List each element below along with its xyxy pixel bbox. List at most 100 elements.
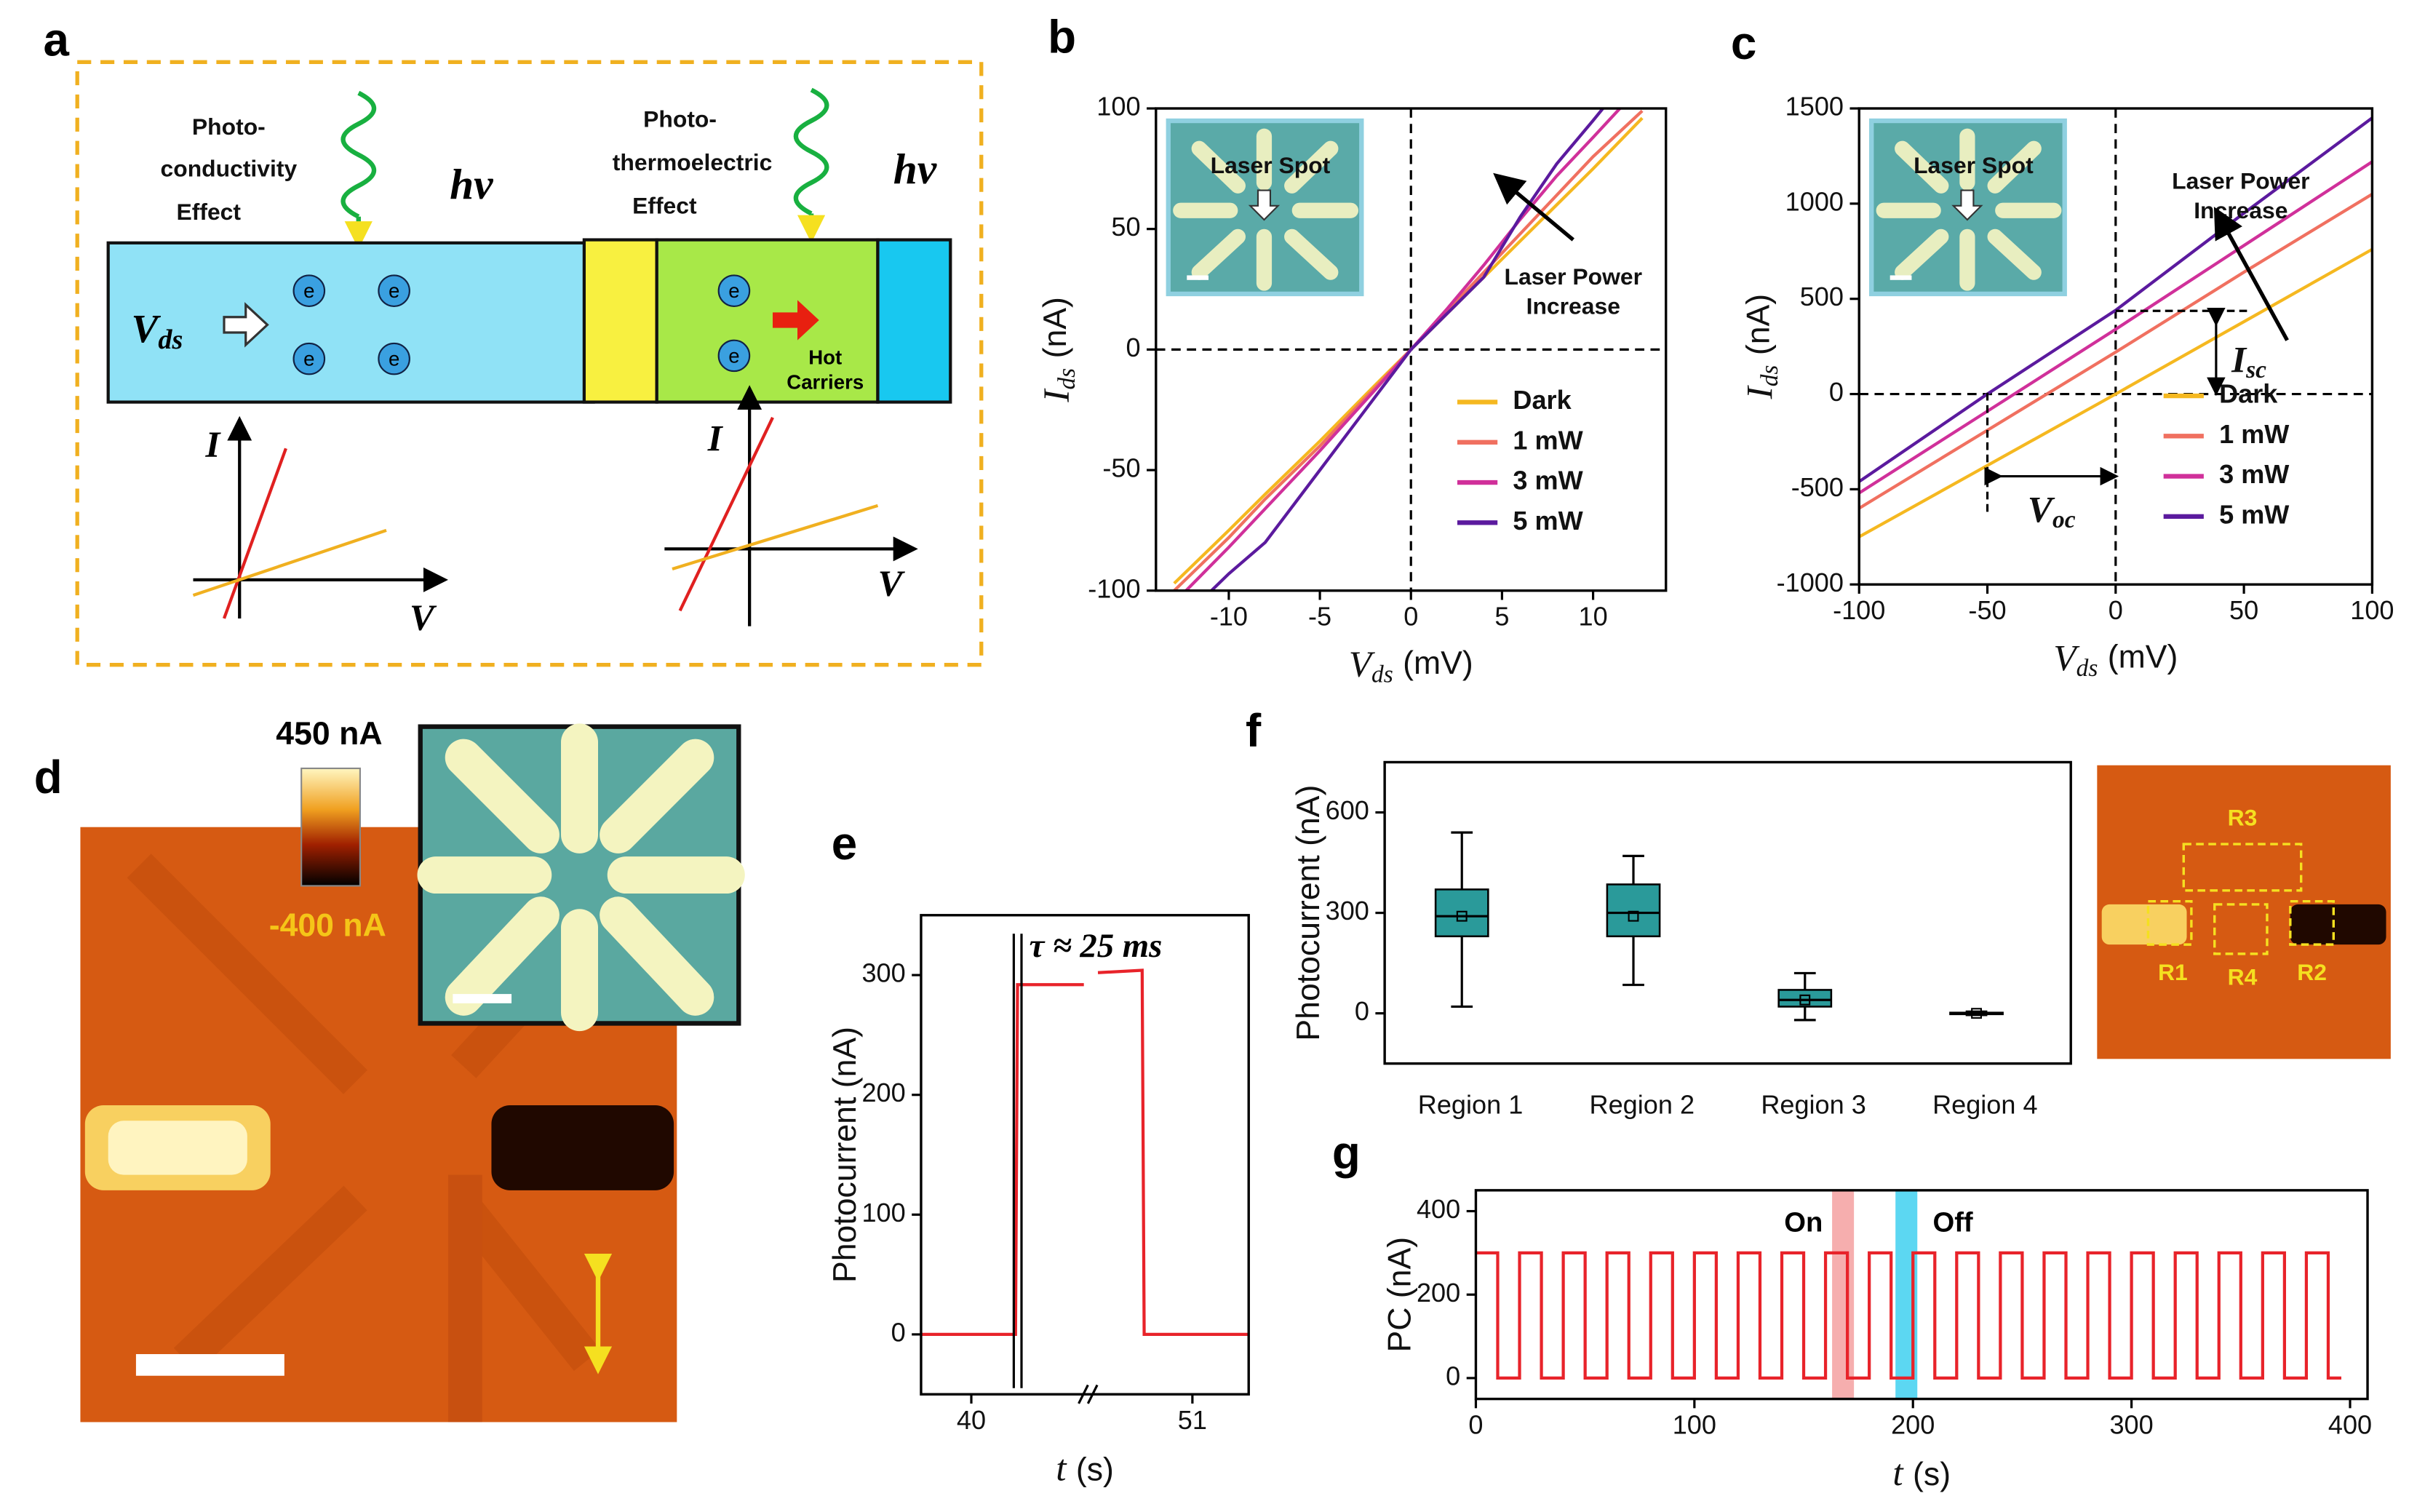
- y-tick-label: 300: [1326, 896, 1369, 926]
- hot-label: Hot: [808, 346, 842, 368]
- electron: [378, 342, 410, 375]
- chart: 0 100 200 300 40 51 τ ≈ 25 ms: [861, 914, 1250, 1435]
- y-tick-label: -1000: [1777, 568, 1844, 597]
- plot-frame: [920, 914, 1250, 1396]
- y-axis-label: Ids (nA): [1739, 294, 1783, 399]
- x-axis-label-unit: (mV): [1403, 645, 1473, 681]
- x-axis-label-unit: (s): [1076, 1452, 1114, 1487]
- x-axis-label: Vds (mV): [2053, 637, 2178, 682]
- y-axis-label-sub: ds: [1756, 365, 1783, 387]
- arrow-label: Increase: [2194, 197, 2287, 223]
- effect-title: conductivity: [161, 155, 298, 181]
- electrodes: [1173, 128, 1359, 291]
- electron-label: e: [389, 279, 399, 302]
- mean: [1456, 910, 1468, 922]
- hot-spot: [108, 1121, 247, 1175]
- effect-title: Effect: [632, 192, 697, 218]
- electrodes: [417, 723, 745, 1032]
- y-tick-label: -50: [1102, 453, 1140, 483]
- y-tick-label: 0: [1126, 333, 1140, 362]
- y-axis-label-unit: (nA): [1038, 297, 1073, 358]
- electron: [717, 274, 751, 307]
- photon: [341, 90, 376, 219]
- electrode-shadow: [447, 1174, 482, 1423]
- electrodes: [1876, 128, 2062, 291]
- colorbar-min: -400 nA: [269, 908, 386, 944]
- series-line: [1859, 160, 2373, 495]
- panel-d: 450 nA -400 nA: [80, 716, 745, 1423]
- panel-label: g: [1332, 1126, 1361, 1179]
- legend-label: 1 mW: [1513, 425, 1583, 455]
- x-tick-label: 50: [2229, 595, 2258, 625]
- cold-spot: [491, 1105, 674, 1190]
- legend-label: 5 mW: [1513, 506, 1583, 536]
- x-axis-label-sub: ds: [2076, 655, 2098, 682]
- y-axis-label: Photocurrent (nA): [1291, 785, 1326, 1041]
- series-line: [920, 968, 1249, 1337]
- y-tick-label: 0: [1446, 1361, 1460, 1390]
- legend-label: 5 mW: [2219, 499, 2290, 529]
- region-label: R3: [2228, 805, 2258, 831]
- curve: [222, 447, 287, 619]
- box: [1434, 888, 1489, 938]
- axis-break: [1078, 1384, 1099, 1404]
- y-tick-label: 200: [861, 1078, 905, 1107]
- effect-title: thermoelectric: [613, 149, 773, 175]
- y-tick-label: 300: [861, 958, 905, 988]
- bias-label: Vds: [132, 306, 183, 355]
- x-tick-label: 40: [957, 1405, 986, 1435]
- device: [106, 241, 595, 404]
- x-axis-label-symbol: t: [1892, 1452, 1904, 1494]
- legend-label: Dark: [2219, 379, 2278, 409]
- y-axis-label-unit: (nA): [1740, 294, 1776, 355]
- photon: [793, 87, 829, 216]
- x-tick-label: Region 1: [1418, 1090, 1523, 1120]
- x-tick-label: 200: [1891, 1409, 1935, 1439]
- y-tick-label: 600: [1326, 795, 1369, 825]
- y-tick-label: -500: [1791, 472, 1844, 502]
- isc-label-symbol: I: [2231, 339, 2247, 381]
- scale-bar: [1890, 275, 1912, 280]
- effect-title: Photo-: [192, 114, 266, 140]
- plot-frame: [1857, 107, 2374, 586]
- plot-frame: [1383, 760, 2072, 1065]
- y-tick-label: 1500: [1785, 92, 1844, 122]
- isc-label-sub: sc: [2245, 357, 2266, 383]
- spot-arrow: [1248, 189, 1281, 221]
- x-axis-label-unit: (s): [1913, 1457, 1951, 1492]
- axis-label: V: [877, 564, 905, 605]
- region-box: [2146, 899, 2193, 946]
- x-tick-label: -50: [1968, 595, 2006, 625]
- y-tick-label: 0: [891, 1317, 906, 1347]
- y-tick-label: 1000: [1785, 186, 1844, 216]
- panel-label: b: [1048, 10, 1076, 63]
- legend-label: 3 mW: [2219, 459, 2290, 489]
- x-axis-label-unit: (mV): [2108, 639, 2178, 675]
- axis-label: I: [204, 425, 221, 466]
- region-box: [2289, 899, 2336, 946]
- legend-label: 1 mW: [2219, 419, 2290, 449]
- mean: [1971, 1008, 1982, 1019]
- panel-label: d: [34, 751, 63, 803]
- x-tick-label: -100: [1833, 595, 1885, 625]
- panel-label: f: [1246, 704, 1262, 757]
- plot-frame: [1155, 107, 1668, 592]
- panel-label: e: [832, 817, 857, 870]
- x-tick-label: 0: [1403, 601, 1418, 631]
- electron-label: e: [303, 279, 314, 302]
- y-axis-label-symbol: I: [1036, 388, 1078, 403]
- scale-bar: [453, 994, 512, 1003]
- electron-label: e: [389, 348, 399, 370]
- mean: [1799, 994, 1811, 1006]
- y-axis-label-symbol: I: [1739, 384, 1780, 399]
- isc-label: Isc: [2231, 339, 2266, 383]
- x-axis-label: t (s): [1892, 1452, 1951, 1494]
- region-box: [2213, 903, 2269, 955]
- series-line: [1184, 108, 1622, 591]
- bias-arrow: [223, 302, 269, 348]
- x-tick-label: 10: [1579, 601, 1608, 631]
- curve: [192, 528, 387, 597]
- x-axis-label: Vds (mV): [1349, 644, 1473, 688]
- effect-title: Photo-: [643, 106, 717, 132]
